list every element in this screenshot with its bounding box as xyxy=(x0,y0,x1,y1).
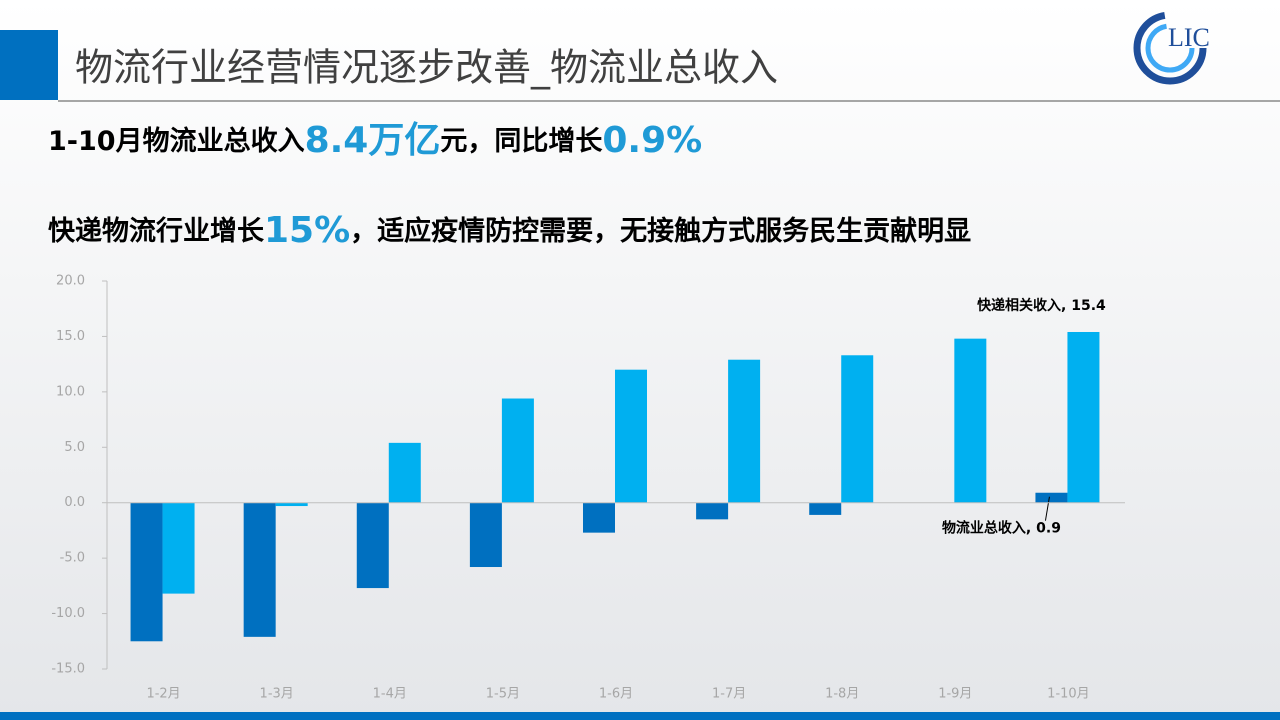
x-tick-label: 1-3月 xyxy=(260,687,294,702)
bar xyxy=(615,369,647,503)
bar xyxy=(469,502,502,568)
x-tick-label: 1-7月 xyxy=(712,687,746,702)
headline: 快递物流行业增长15%，适应疫情防控需要，无接触方式服务民生贡献明显 xyxy=(48,210,971,251)
data-label: 物流业总收入, 0.9 xyxy=(942,520,1061,537)
bar xyxy=(1067,331,1100,503)
bar xyxy=(501,398,534,503)
data-label: 快递相关收入, 15.4 xyxy=(977,297,1106,314)
x-tick-label: 1-2月 xyxy=(146,687,180,702)
bar xyxy=(809,502,842,515)
x-tick-label: 1-10月 xyxy=(1047,687,1090,702)
y-tick-label: 20.0 xyxy=(56,274,85,289)
y-tick-label: -5.0 xyxy=(60,551,85,566)
bar xyxy=(130,502,163,642)
bar xyxy=(583,502,615,533)
y-tick-label: 15.0 xyxy=(56,329,85,344)
logo-ring xyxy=(1133,11,1207,85)
bar xyxy=(841,355,874,503)
x-tick-label: 1-9月 xyxy=(938,687,972,702)
bar xyxy=(954,338,987,503)
logo: LIC xyxy=(1133,11,1210,85)
headline-text: ，适应疫情防控需要，无接触方式服务民生贡献明显 xyxy=(350,215,971,247)
y-tick-label: 0.0 xyxy=(64,495,85,510)
bar xyxy=(356,502,389,589)
y-tick-label: 10.0 xyxy=(56,384,85,399)
y-tick-label: 5.0 xyxy=(64,440,85,455)
x-tick-label: 1-5月 xyxy=(486,687,520,702)
title-block xyxy=(0,30,58,100)
bar xyxy=(243,502,276,637)
bar xyxy=(696,502,729,520)
headline-text: 快递物流行业增长 xyxy=(48,215,265,247)
x-tick-label: 1-4月 xyxy=(373,687,407,702)
bar xyxy=(388,442,421,503)
highlight: 0.9% xyxy=(602,120,702,161)
footer-bar xyxy=(0,712,1280,720)
highlight: 8.4万亿 xyxy=(305,120,441,161)
bar xyxy=(1035,492,1068,503)
highlight: 15% xyxy=(264,210,350,251)
x-tick-label: 1-8月 xyxy=(825,687,859,702)
headline-text: 1-10月物流业总收入 xyxy=(48,126,305,157)
x-tick-label: 1-6月 xyxy=(599,687,633,702)
logo-text: LIC xyxy=(1168,23,1210,52)
headline-text: 元，同比增长 xyxy=(440,125,603,157)
headline: 1-10月物流业总收入8.4万亿元，同比增长0.9% xyxy=(48,120,702,161)
bar xyxy=(275,502,308,507)
bar xyxy=(728,359,761,503)
title: 物流行业经营情况逐步改善_物流业总收入 xyxy=(75,46,778,90)
y-tick-label: -15.0 xyxy=(51,662,85,677)
logo-ring xyxy=(1145,23,1195,73)
y-tick-label: -10.0 xyxy=(51,606,85,621)
bar xyxy=(162,502,195,594)
leader-line xyxy=(1044,496,1050,521)
